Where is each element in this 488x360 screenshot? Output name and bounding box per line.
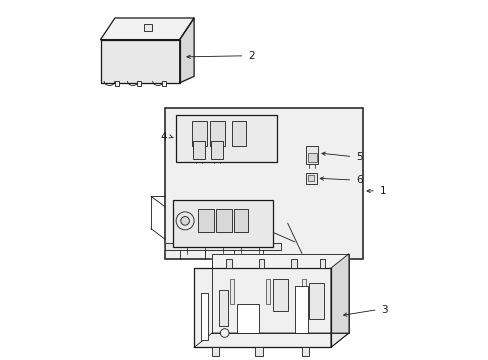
Bar <box>165 108 363 259</box>
Text: 3: 3 <box>381 305 387 315</box>
Bar <box>136 81 141 86</box>
Bar <box>197 209 213 232</box>
Bar <box>176 115 276 162</box>
Polygon shape <box>101 18 194 40</box>
Bar <box>307 153 316 162</box>
Polygon shape <box>179 18 194 83</box>
Text: 1: 1 <box>379 186 386 196</box>
Bar <box>226 259 231 268</box>
Bar <box>143 24 151 31</box>
Bar <box>210 121 224 146</box>
Bar <box>255 347 262 356</box>
Bar <box>302 347 309 356</box>
Bar <box>291 259 296 268</box>
Bar <box>201 293 207 340</box>
Bar <box>230 279 234 304</box>
Bar <box>115 81 119 86</box>
Polygon shape <box>194 333 348 347</box>
Text: 5: 5 <box>355 152 362 162</box>
Bar <box>162 81 166 86</box>
Bar <box>211 141 223 159</box>
Bar <box>215 209 231 232</box>
Bar <box>309 283 323 319</box>
Bar <box>193 141 204 159</box>
Bar <box>231 121 246 146</box>
Bar <box>273 279 287 311</box>
Bar <box>192 121 206 146</box>
Text: 2: 2 <box>247 51 254 61</box>
Polygon shape <box>194 268 330 347</box>
Bar <box>212 347 219 356</box>
Polygon shape <box>101 40 179 83</box>
Bar <box>258 259 264 268</box>
Bar <box>305 146 318 164</box>
Circle shape <box>181 217 189 225</box>
Bar <box>233 209 247 232</box>
Circle shape <box>220 329 228 337</box>
Text: 4: 4 <box>160 132 167 142</box>
Bar <box>172 200 273 247</box>
Polygon shape <box>212 254 348 333</box>
Bar <box>305 173 316 184</box>
Bar <box>294 286 307 333</box>
Bar <box>302 279 306 304</box>
Bar <box>320 259 325 268</box>
Bar <box>237 304 258 333</box>
Bar <box>307 175 314 181</box>
Polygon shape <box>330 254 348 347</box>
Polygon shape <box>165 243 280 250</box>
Text: 6: 6 <box>355 175 362 185</box>
Bar <box>219 290 228 326</box>
Bar <box>265 279 270 304</box>
